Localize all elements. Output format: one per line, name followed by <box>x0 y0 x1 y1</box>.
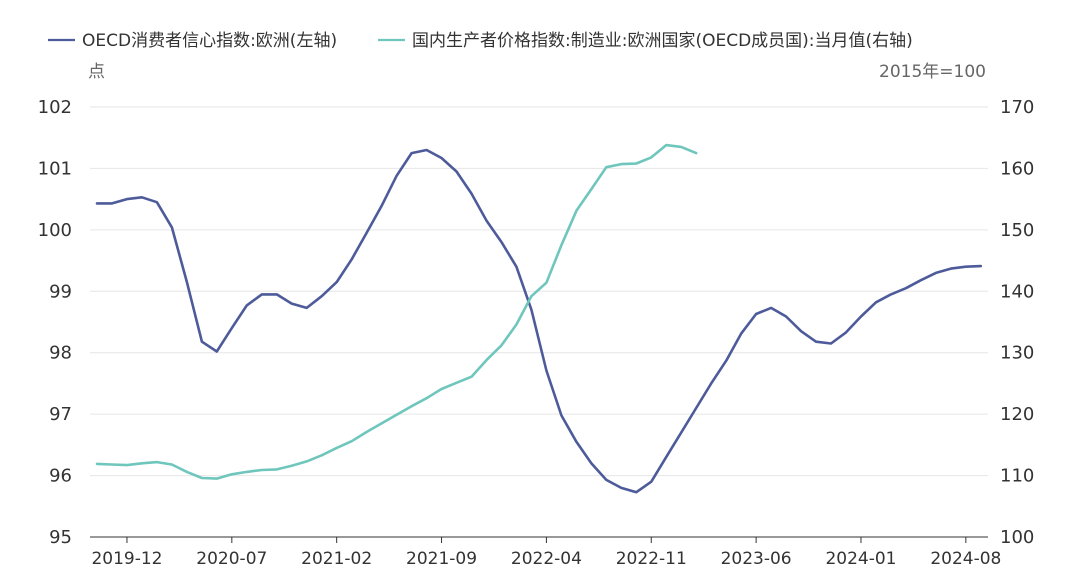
right-unit-label: 2015年=100 <box>879 62 986 82</box>
legend-label-ppi: 国内生产者价格指数:制造业:欧洲国家(OECD成员国):当月值(右轴) <box>412 31 913 51</box>
gridlines <box>90 106 988 477</box>
x-tick-label: 2024-08 <box>930 549 1001 569</box>
x-tick-label: 2021-02 <box>301 549 372 569</box>
left-tick-label: 98 <box>49 343 72 364</box>
right-tick-label: 120 <box>1000 404 1034 425</box>
left-tick-label: 96 <box>49 466 72 487</box>
left-tick-label: 100 <box>38 220 72 241</box>
left-tick-label: 95 <box>49 527 72 548</box>
left-unit-label: 点 <box>88 62 105 82</box>
legend-label-consumer-confidence: OECD消费者信心指数:欧洲(左轴) <box>82 31 337 51</box>
right-tick-label: 130 <box>1000 343 1034 364</box>
left-tick-label: 97 <box>49 404 72 425</box>
x-tick-label: 2022-11 <box>616 549 687 569</box>
series-line-consumer-confidence <box>95 148 983 494</box>
x-tick-label: 2023-06 <box>721 549 792 569</box>
right-tick-label: 170 <box>1000 97 1034 118</box>
right-tick-label: 100 <box>1000 527 1034 548</box>
series <box>95 143 983 494</box>
x-tick-label: 2019-12 <box>91 549 162 569</box>
x-tick-label: 2022-04 <box>511 549 582 569</box>
x-tick-label: 2020-07 <box>196 549 267 569</box>
legend: OECD消费者信心指数:欧洲(左轴) 国内生产者价格指数:制造业:欧洲国家(OE… <box>48 31 913 51</box>
left-tick-label: 99 <box>49 281 72 302</box>
right-tick-label: 150 <box>1000 220 1034 241</box>
right-tick-label: 160 <box>1000 158 1034 179</box>
left-tick-label: 102 <box>38 97 72 118</box>
series-line-ppi <box>95 143 698 480</box>
right-tick-label: 140 <box>1000 281 1034 302</box>
x-tick-label: 2021-09 <box>406 549 477 569</box>
x-tick-label: 2024-01 <box>825 549 896 569</box>
right-tick-label: 110 <box>1000 466 1034 487</box>
x-axis: 2019-12 2020-07 2021-02 2021-09 2022-04 2022-… <box>90 536 1001 569</box>
left-axis: 95 96 97 98 99 100 101 102 <box>38 97 72 548</box>
right-axis: 100 110 120 130 140 150 160 170 <box>1000 97 1034 548</box>
left-tick-label: 101 <box>38 158 72 179</box>
